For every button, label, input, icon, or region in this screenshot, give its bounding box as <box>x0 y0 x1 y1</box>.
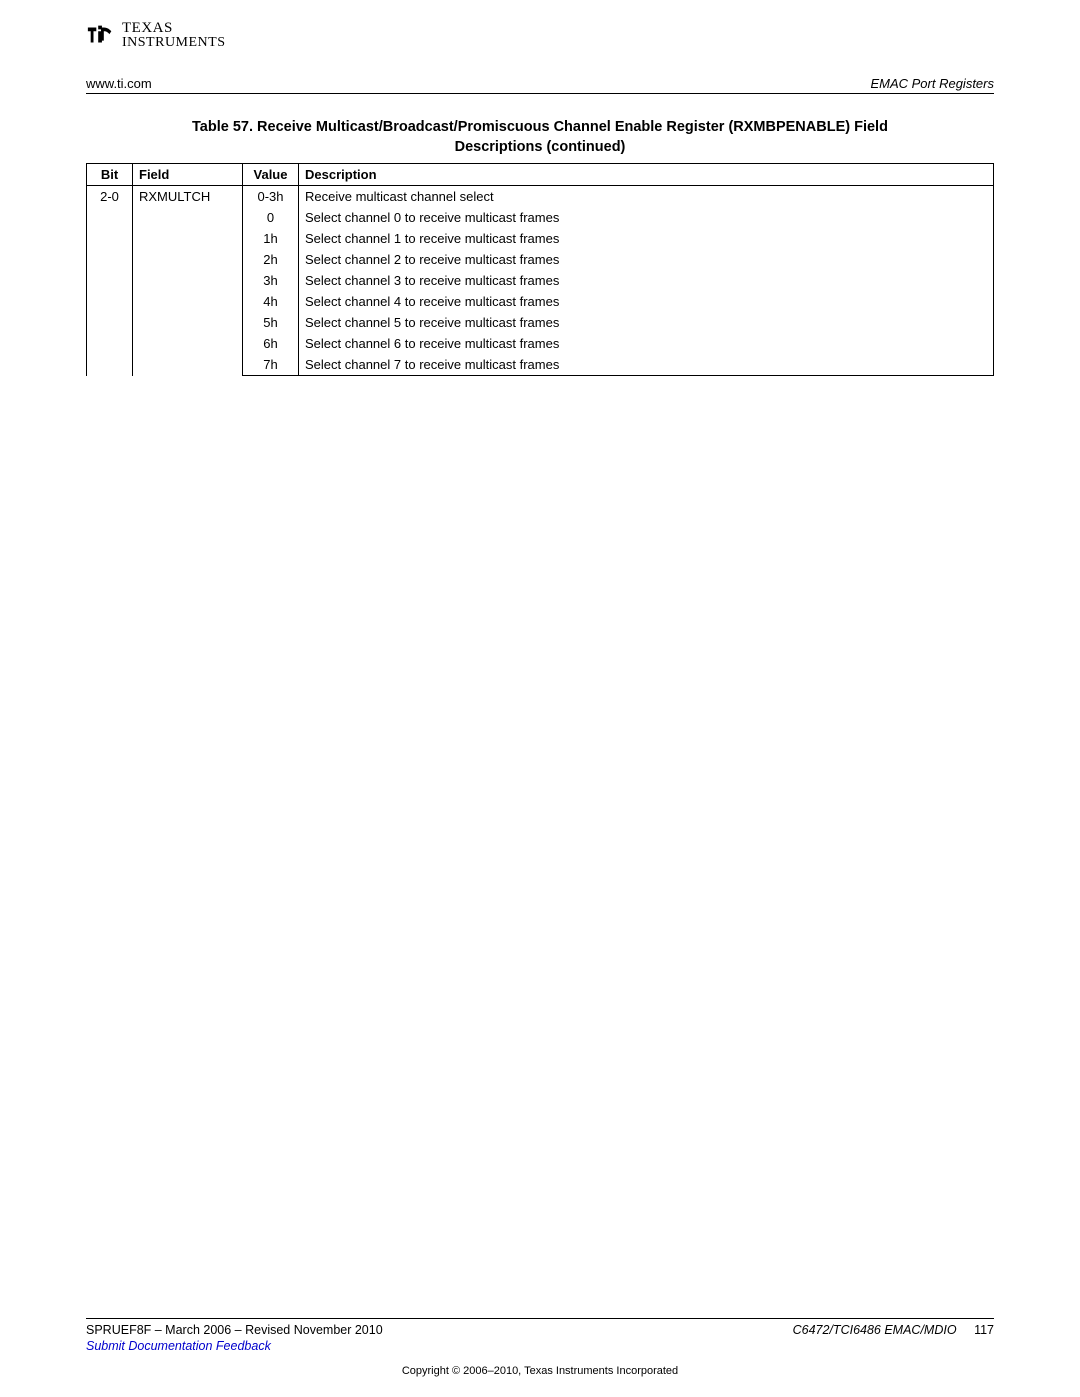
cell-value: 0 <box>243 207 299 228</box>
col-desc: Description <box>299 164 994 186</box>
table-row: 2-0 RXMULTCH 0-3h Receive multicast chan… <box>87 186 994 208</box>
cell-desc: Select channel 0 to receive multicast fr… <box>299 207 994 228</box>
ti-logo: TEXAS INSTRUMENTS <box>86 20 994 50</box>
cell-desc: Select channel 2 to receive multicast fr… <box>299 249 994 270</box>
cell-value: 5h <box>243 312 299 333</box>
table-title-line2: Descriptions (continued) <box>455 139 626 155</box>
cell-value: 0-3h <box>243 186 299 208</box>
cell-desc: Select channel 4 to receive multicast fr… <box>299 291 994 312</box>
table-title-line1: Table 57. Receive Multicast/Broadcast/Pr… <box>192 119 888 135</box>
cell-value: 4h <box>243 291 299 312</box>
col-value: Value <box>243 164 299 186</box>
cell-desc: Select channel 6 to receive multicast fr… <box>299 333 994 354</box>
header-section: EMAC Port Registers <box>870 76 994 91</box>
col-field: Field <box>133 164 243 186</box>
header-url[interactable]: www.ti.com <box>86 76 152 91</box>
logo-line2: INSTRUMENTS <box>122 36 226 50</box>
col-bit: Bit <box>87 164 133 186</box>
footer-doctitle: C6472/TCI6486 EMAC/MDIO <box>793 1323 957 1337</box>
footer-bar: SPRUEF8F – March 2006 – Revised November… <box>86 1318 994 1337</box>
cell-desc: Receive multicast channel select <box>299 186 994 208</box>
footer-docid: SPRUEF8F – March 2006 – Revised November… <box>86 1323 383 1337</box>
cell-value: 1h <box>243 228 299 249</box>
table-body: 2-0 RXMULTCH 0-3h Receive multicast chan… <box>87 186 994 376</box>
cell-desc: Select channel 3 to receive multicast fr… <box>299 270 994 291</box>
cell-desc: Select channel 5 to receive multicast fr… <box>299 312 994 333</box>
cell-desc: Select channel 7 to receive multicast fr… <box>299 354 994 376</box>
logo-line1: TEXAS <box>122 21 226 36</box>
ti-logo-icon <box>86 20 116 50</box>
table-title: Table 57. Receive Multicast/Broadcast/Pr… <box>86 118 994 157</box>
cell-value: 3h <box>243 270 299 291</box>
page-container: TEXAS INSTRUMENTS www.ti.com EMAC Port R… <box>86 20 994 1377</box>
page-footer: SPRUEF8F – March 2006 – Revised November… <box>86 1318 994 1377</box>
cell-field: RXMULTCH <box>133 186 243 376</box>
cell-bit: 2-0 <box>87 186 133 376</box>
footer-pagenum: 117 <box>974 1323 994 1337</box>
register-table: Bit Field Value Description 2-0 RXMULTCH… <box>86 163 994 376</box>
copyright: Copyright © 2006–2010, Texas Instruments… <box>86 1365 994 1377</box>
cell-value: 6h <box>243 333 299 354</box>
page-header: www.ti.com EMAC Port Registers <box>86 76 994 94</box>
feedback-link[interactable]: Submit Documentation Feedback <box>86 1339 271 1353</box>
cell-value: 7h <box>243 354 299 376</box>
ti-logo-text: TEXAS INSTRUMENTS <box>122 21 226 50</box>
cell-value: 2h <box>243 249 299 270</box>
footer-right: C6472/TCI6486 EMAC/MDIO 117 <box>793 1323 994 1337</box>
cell-desc: Select channel 1 to receive multicast fr… <box>299 228 994 249</box>
table-header-row: Bit Field Value Description <box>87 164 994 186</box>
